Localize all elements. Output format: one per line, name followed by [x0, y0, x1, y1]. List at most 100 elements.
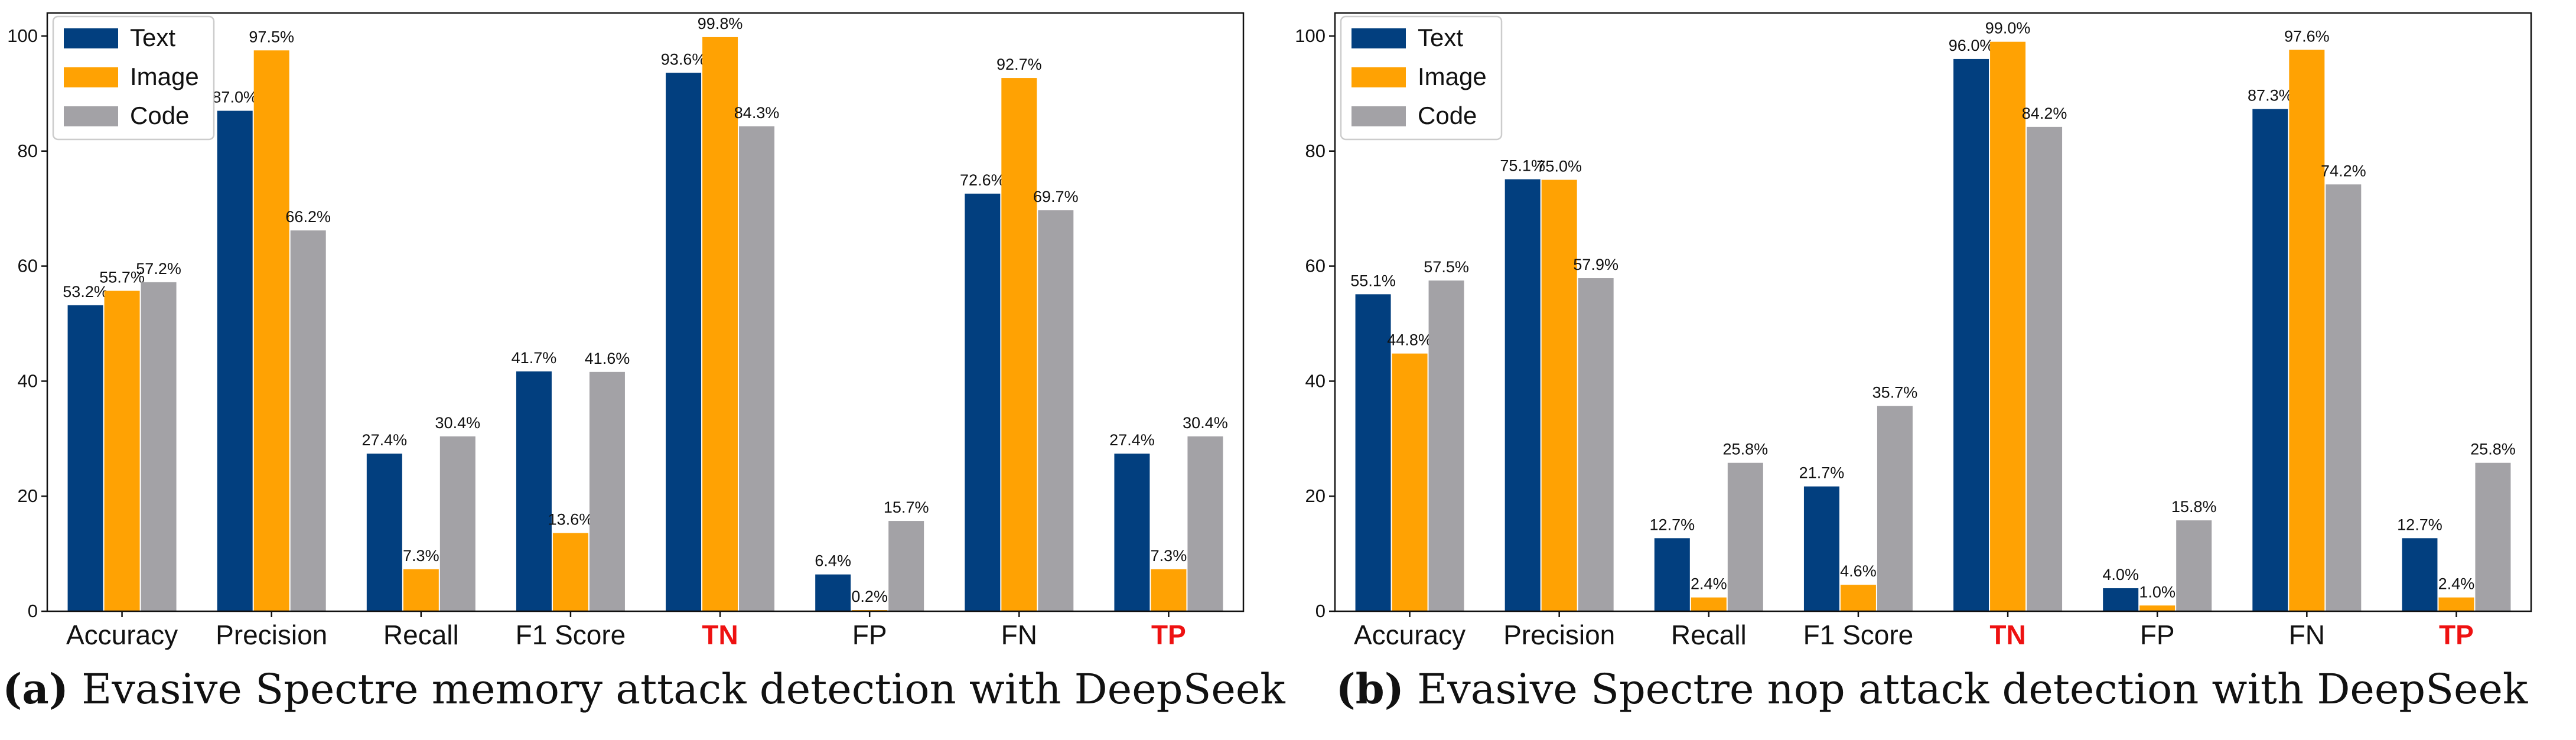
- bar-code-tp-b: [2475, 462, 2511, 611]
- data-label-b: 55.1%: [1350, 272, 1396, 289]
- bar-image-recall-a: [403, 569, 439, 611]
- legend-swatch-code-a: [64, 106, 118, 126]
- caption-text-b: Evasive Spectre nop attack detection wit…: [1403, 665, 2528, 713]
- bar-image-tn-b: [1990, 41, 2026, 612]
- data-label-a: 13.6%: [548, 511, 594, 529]
- y-tick-label-a: 60: [18, 256, 38, 276]
- legend-label-text-a: Text: [130, 24, 175, 51]
- data-label-b: 12.7%: [1650, 516, 1695, 533]
- bar-code-fn-a: [1038, 210, 1074, 611]
- legend-label-text-b: Text: [1418, 24, 1463, 51]
- plot-frame-a: [46, 12, 1245, 612]
- data-label-b: 35.7%: [1872, 383, 1918, 401]
- data-label-b: 96.0%: [1949, 37, 1994, 54]
- bar-image-fn-b: [2289, 50, 2325, 612]
- data-label-b: 44.8%: [1387, 331, 1432, 349]
- y-tick-label-a: 40: [18, 370, 38, 391]
- bar-image-tp-a: [1151, 569, 1187, 611]
- bar-code-tn-a: [739, 126, 775, 612]
- x-category-label-b: F1 Score: [1803, 620, 1914, 650]
- legend-swatch-image-a: [64, 67, 118, 87]
- bar-code-f1-score-b: [1877, 406, 1913, 611]
- bar-code-precision-b: [1578, 278, 1614, 611]
- bar-text-fp-a: [815, 574, 851, 611]
- bar-text-tn-a: [666, 73, 702, 612]
- y-tick-label-a: 20: [18, 485, 38, 506]
- data-label-a: 0.2%: [851, 588, 888, 605]
- data-label-b: 87.3%: [2248, 87, 2293, 105]
- bar-text-tn-b: [1953, 58, 1989, 611]
- legend-swatch-text-b: [1351, 28, 1406, 48]
- data-label-a: 57.2%: [136, 260, 181, 278]
- bar-image-f1-score-a: [552, 533, 588, 611]
- caption-letter-a: (a): [2, 664, 69, 713]
- data-label-b: 1.0%: [2139, 583, 2176, 601]
- data-label-b: 15.8%: [2171, 498, 2217, 516]
- x-category-label-b: FP: [2140, 620, 2175, 650]
- x-category-label-a: TN: [702, 620, 738, 650]
- bar-text-precision-b: [1504, 179, 1541, 612]
- bar-text-tp-a: [1114, 454, 1150, 611]
- bar-image-precision-a: [253, 50, 289, 611]
- data-label-a: 93.6%: [661, 50, 706, 68]
- legend-swatch-image-b: [1351, 67, 1406, 87]
- bar-code-accuracy-a: [141, 282, 177, 612]
- data-label-b: 25.8%: [2470, 441, 2516, 458]
- x-category-label-a: Precision: [216, 620, 327, 650]
- data-label-a: 53.2%: [63, 283, 108, 301]
- bar-text-accuracy-a: [67, 305, 103, 611]
- x-category-label-a: Recall: [383, 620, 459, 650]
- data-label-b: 75.0%: [1536, 157, 1582, 175]
- data-label-a: 30.4%: [1183, 414, 1228, 432]
- bar-image-fn-a: [1001, 78, 1037, 611]
- data-label-b: 99.0%: [1985, 19, 2031, 37]
- data-label-a: 15.7%: [884, 498, 929, 516]
- legend-label-image-b: Image: [1418, 63, 1487, 90]
- bar-image-precision-b: [1541, 180, 1577, 611]
- x-category-label-a: TP: [1151, 620, 1186, 650]
- data-label-a: 6.4%: [815, 552, 851, 570]
- data-label-b: 57.9%: [1573, 256, 1618, 273]
- bar-text-fn-b: [2252, 109, 2288, 611]
- x-category-label-b: TN: [1989, 620, 2025, 650]
- data-label-b: 4.0%: [2102, 566, 2139, 583]
- data-label-b: 21.7%: [1799, 464, 1845, 482]
- x-category-label-a: F1 Score: [516, 620, 626, 650]
- bar-text-fn-a: [965, 193, 1001, 611]
- x-category-label-a: Accuracy: [66, 620, 178, 650]
- y-tick-label-a: 0: [28, 601, 38, 621]
- y-tick-label-b: 100: [1295, 25, 1326, 46]
- bar-code-precision-a: [290, 230, 326, 611]
- bar-image-accuracy-a: [104, 291, 140, 611]
- bar-image-f1-score-b: [1840, 585, 1876, 611]
- x-category-label-b: TP: [2439, 620, 2474, 650]
- plot-frame-b: [1334, 12, 2532, 612]
- bar-code-fn-b: [2326, 184, 2362, 612]
- chart-panel-a: 53.2% 87.0% 27.4% 41.7% 93.6% 6.4% 72.6% 27.4% 5…: [2, 12, 1285, 713]
- bar-code-fp-b: [2176, 520, 2212, 611]
- legend-swatch-text-a: [64, 28, 118, 48]
- x-category-label-a: FP: [852, 620, 887, 650]
- data-label-a: 97.5%: [249, 28, 294, 45]
- bar-text-tp-b: [2402, 538, 2438, 611]
- bar-text-f1-score-b: [1803, 486, 1839, 611]
- data-label-a: 27.4%: [1109, 431, 1155, 449]
- legend-label-code-b: Code: [1418, 102, 1477, 129]
- bar-chart-a: 53.2% 87.0% 27.4% 41.7% 93.6% 6.4% 72.6% 27.4% 5…: [7, 12, 1245, 650]
- data-label-a: 84.3%: [734, 104, 780, 122]
- bar-code-tn-b: [2027, 126, 2063, 611]
- y-tick-label-b: 80: [1305, 141, 1326, 161]
- data-label-b: 4.6%: [1840, 562, 1877, 580]
- bar-code-recall-b: [1727, 462, 1763, 611]
- bar-text-f1-score-a: [516, 371, 552, 611]
- legend-swatch-code-b: [1351, 106, 1406, 126]
- y-tick-label-a: 80: [18, 141, 38, 161]
- data-label-b: 84.2%: [2022, 105, 2067, 122]
- x-category-label-b: Accuracy: [1354, 620, 1466, 650]
- legend-a: Text Image Code: [52, 15, 215, 141]
- bar-code-accuracy-b: [1428, 280, 1464, 612]
- bar-image-accuracy-b: [1392, 353, 1428, 611]
- bar-image-tn-a: [702, 37, 738, 612]
- bar-code-tp-a: [1187, 436, 1223, 611]
- y-tick-label-b: 20: [1305, 485, 1326, 506]
